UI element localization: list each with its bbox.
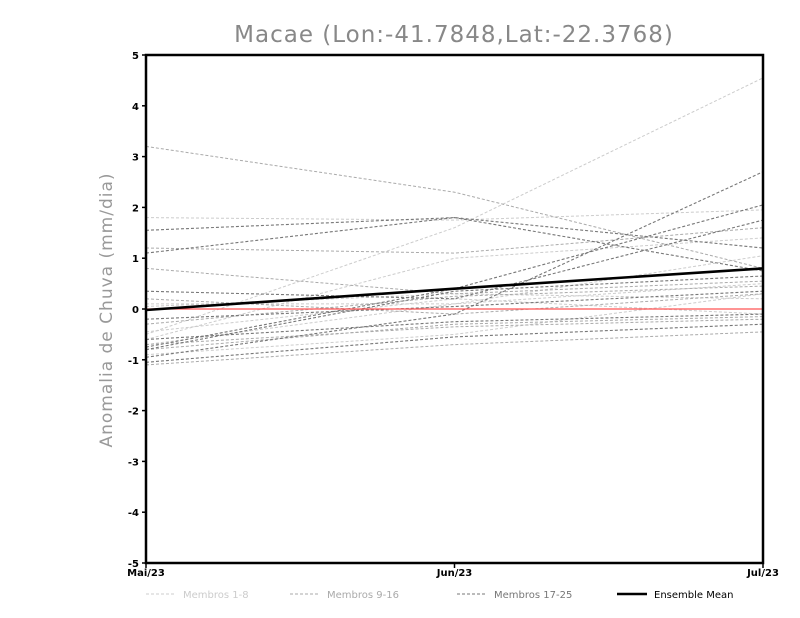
y-tick-label: 3 — [132, 153, 139, 164]
series-line-membro-25 — [145, 290, 764, 320]
legend-label: Membros 9-16 — [327, 590, 399, 601]
series-line-membro-17 — [145, 217, 764, 249]
y-tick-label: 5 — [132, 51, 139, 62]
series-line-membro-8 — [146, 255, 764, 305]
series-line-membro-21 — [145, 219, 764, 300]
y-tick-label: -5 — [128, 559, 139, 570]
chart-title: Macae (Lon:-41.7848,Lat:-22.3768) — [234, 22, 674, 48]
series-line-membro-3 — [145, 237, 764, 340]
y-tick-label: -3 — [128, 457, 139, 468]
y-tick-label: 1 — [132, 254, 139, 265]
y-tick-label: -4 — [128, 508, 139, 519]
series-line-membro-2 — [145, 209, 764, 221]
series-line-membro-18 — [145, 217, 764, 272]
series-line-membro-14 — [145, 285, 764, 325]
y-tick-label: 4 — [132, 102, 139, 113]
series-line-ensemble-mean — [145, 267, 764, 312]
legend-label: Ensemble Mean — [654, 590, 733, 601]
legend: Membros 1-8 Membros 9-16 Membros 17-25 Ense… — [146, 590, 733, 601]
series-line-membro-20 — [145, 204, 764, 348]
x-tick-label: Mai/23 — [127, 568, 165, 579]
legend-label: Membros 1-8 — [183, 590, 249, 601]
series-layer — [145, 77, 764, 366]
series-line-membro-6 — [145, 293, 764, 356]
series-line-membro-19 — [145, 171, 764, 358]
series-line-membro-9 — [145, 145, 764, 269]
y-tick-label: -2 — [128, 407, 139, 418]
series-line-membro-22 — [145, 323, 764, 363]
series-line-membro-5 — [145, 283, 764, 346]
legend-label: Membros 17-25 — [494, 590, 572, 601]
series-line-membro-16 — [145, 316, 764, 351]
series-line-membro-10 — [145, 267, 764, 295]
series-line-membro-13 — [145, 331, 764, 366]
x-tick-label: Jul/23 — [746, 568, 779, 579]
series-line-membro-12 — [145, 227, 764, 254]
x-tick-label: Jun/23 — [436, 568, 473, 579]
series-line-membro-11 — [145, 318, 764, 346]
y-tick-label: 2 — [132, 203, 139, 214]
y-axis-label: Anomalia de Chuva (mm/dia) — [97, 172, 117, 447]
series-line-membro-23 — [145, 275, 764, 351]
y-tick-label: -1 — [128, 356, 139, 367]
y-tick-label: 0 — [132, 305, 139, 316]
series-line-membro-1 — [145, 77, 764, 335]
